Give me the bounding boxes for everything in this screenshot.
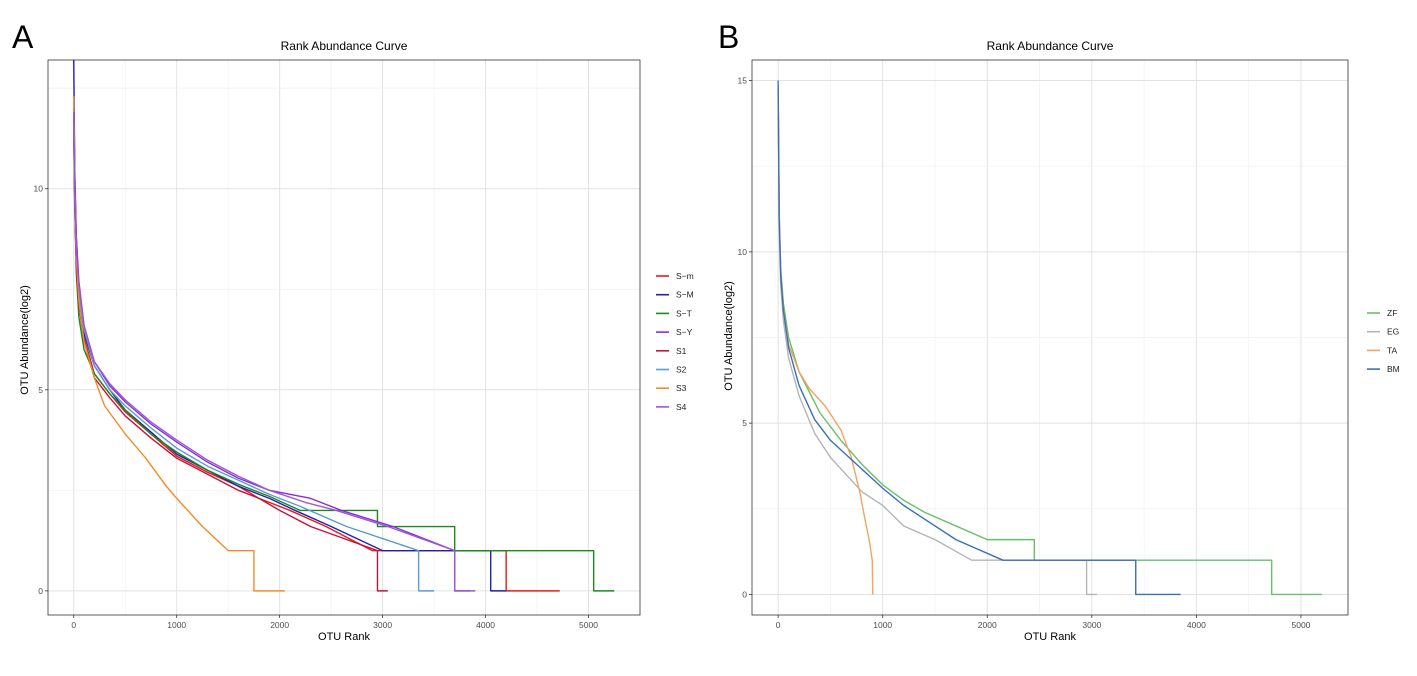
- chart-a-x-tick-label: 3000: [373, 620, 392, 630]
- chart-b-legend-label: ZF: [1387, 308, 1397, 318]
- chart-b-y-tick-label: 10: [738, 247, 748, 257]
- chart-b-xlabel: OTU Rank: [1024, 631, 1076, 643]
- chart-a-series-line: [73, 108, 471, 592]
- chart-a-legend-label: S1: [676, 346, 687, 356]
- chart-b-panel-border: [751, 59, 1349, 616]
- chart-a-series-line: [73, 136, 560, 592]
- chart-b-plot: 0 1000 2000 3000 4000 5000 0 5 10 15 ZF EG TA BM: [738, 59, 1400, 630]
- chart-a-y-tick-label: 10: [34, 184, 44, 194]
- chart-a-series-line: [73, 59, 507, 592]
- chart-a-plot: 0 1000 2000 3000 4000 5000 0 5 10 S−m S−M S−T S−Y S1 S…: [34, 59, 694, 630]
- chart-a-series-line: [73, 96, 285, 592]
- chart-b-ylabel: OTU Abundance(log2): [723, 281, 735, 390]
- chart-a-legend-label: S−M: [676, 290, 694, 300]
- chart-a-y-tick-label: 5: [38, 385, 43, 395]
- panel-letter-a: A: [12, 19, 34, 55]
- chart-a-x-tick-label: 0: [71, 620, 76, 630]
- chart-a-y-tick-label: 0: [38, 586, 43, 596]
- chart-b-series-line: [777, 80, 1181, 596]
- panel-letter-b: B: [718, 19, 739, 55]
- chart-b-x-tick-label: 4000: [1187, 620, 1206, 630]
- chart-b-y-tick-label: 15: [738, 76, 748, 86]
- chart-a-xlabel: OTU Rank: [318, 631, 370, 643]
- chart-a-series-line: [73, 128, 388, 592]
- chart-a-series-line: [73, 124, 435, 592]
- chart-b-title: Rank Abundance Curve: [987, 39, 1114, 53]
- chart-b-legend-label: BM: [1387, 364, 1400, 374]
- chart-a-x-tick-label: 5000: [579, 620, 598, 630]
- chart-a-series-line: [73, 112, 476, 592]
- chart-a-x-tick-label: 2000: [270, 620, 289, 630]
- chart-b-y-tick-label: 0: [742, 589, 747, 599]
- chart-b-x-tick-label: 5000: [1291, 620, 1310, 630]
- chart-a-legend-label: S−m: [676, 271, 694, 281]
- chart-a-series-line: [73, 116, 615, 592]
- chart-a-legend-label: S3: [676, 383, 687, 393]
- chart-a-legend-label: S4: [676, 402, 687, 412]
- chart-a-legend-label: S2: [676, 365, 687, 375]
- chart-b-x-tick-label: 1000: [873, 620, 892, 630]
- chart-a-x-tick-label: 1000: [167, 620, 186, 630]
- chart-a-title: Rank Abundance Curve: [281, 39, 408, 53]
- chart-b-x-tick-label: 0: [776, 620, 781, 630]
- chart-a-legend-label: S−Y: [676, 327, 693, 337]
- chart-b-legend-label: TA: [1387, 345, 1398, 355]
- chart-b-series-line: [777, 94, 1098, 596]
- chart-a-x-tick-label: 4000: [476, 620, 495, 630]
- chart-b-x-tick-label: 3000: [1082, 620, 1101, 630]
- chart-b-y-tick-label: 5: [742, 418, 747, 428]
- chart-a-panel-border: [47, 59, 641, 616]
- chart-b-series-line: [777, 87, 1322, 596]
- chart-b-legend-label: EG: [1387, 327, 1399, 337]
- chart-a-legend-label: S−T: [676, 308, 692, 318]
- chart-b-x-tick-label: 2000: [978, 620, 997, 630]
- chart-a-ylabel: OTU Abundance(log2): [19, 285, 31, 394]
